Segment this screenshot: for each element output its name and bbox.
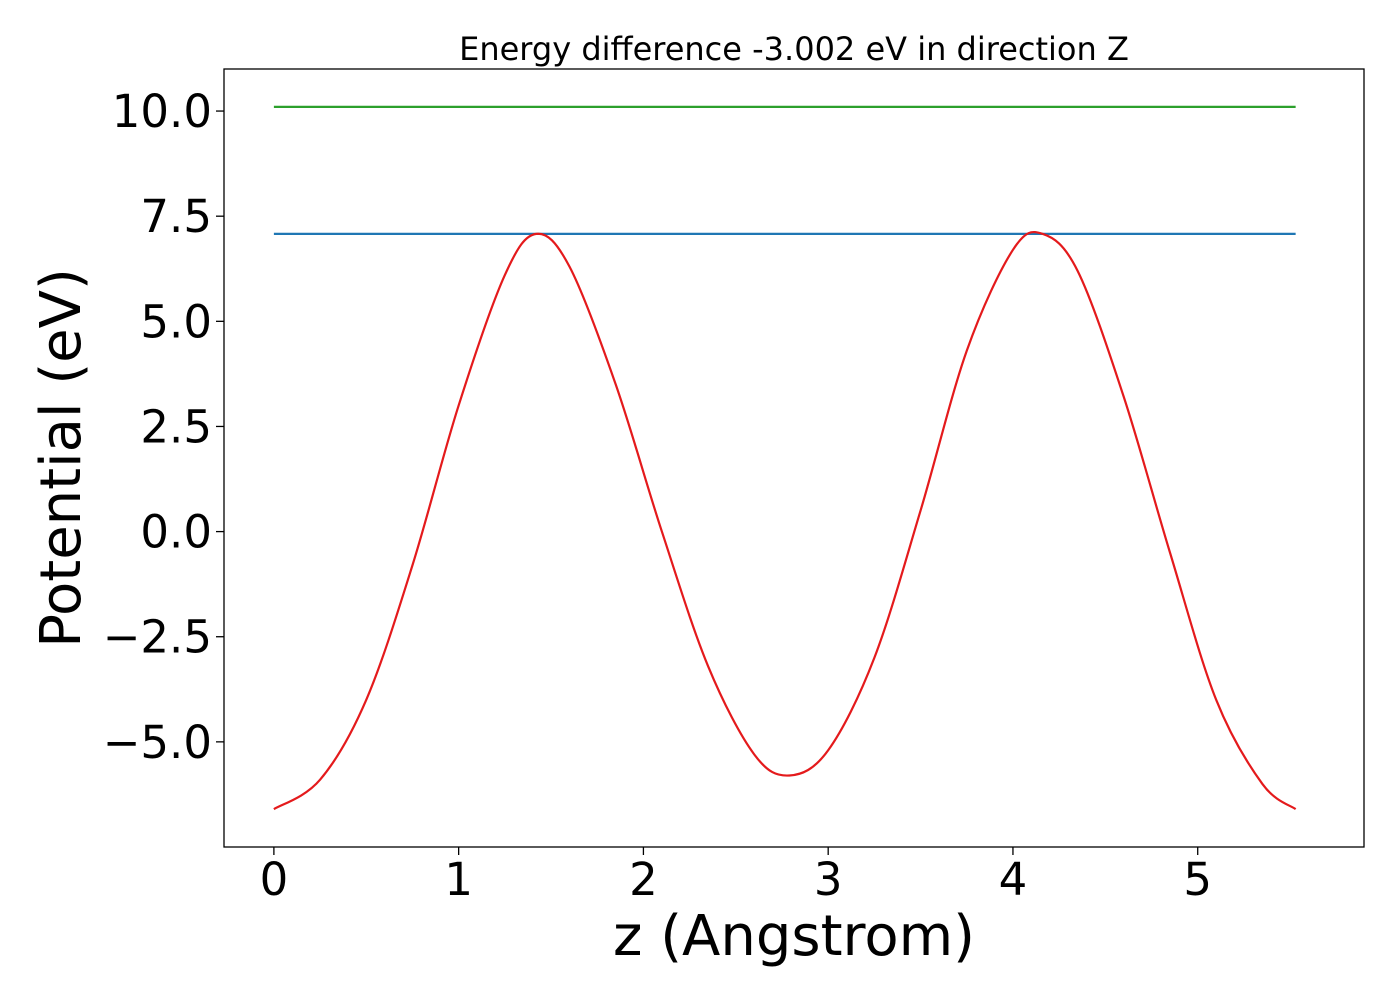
x-tick-label: 4 (999, 853, 1028, 906)
y-tick-label: 10.0 (112, 85, 212, 138)
x-axis-ticks: 0 1 2 3 4 5 (260, 847, 1212, 906)
y-tick-label: 5.0 (140, 295, 212, 348)
x-tick-label: 3 (814, 853, 843, 906)
x-tick-label: 0 (260, 853, 289, 906)
x-tick-label: 5 (1183, 853, 1212, 906)
y-tick-label: −2.5 (103, 611, 212, 664)
y-tick-label: 7.5 (140, 190, 212, 243)
series-line-2 (273, 231, 1297, 811)
x-axis-label: z (Angstrom) (613, 904, 975, 969)
x-tick-label: 1 (444, 853, 473, 906)
series-layer (273, 105, 1297, 811)
chart-title: Energy difference -3.002 eV in direction… (459, 30, 1129, 68)
y-axis-ticks: −5.0 −2.5 0.0 2.5 5.0 7.5 10.0 (103, 85, 224, 769)
y-tick-label: −5.0 (103, 716, 212, 769)
y-tick-label: 2.5 (140, 400, 212, 453)
y-tick-label: 0.0 (140, 506, 212, 559)
y-axis-label: Potential (eV) (29, 268, 94, 648)
x-tick-label: 2 (629, 853, 658, 906)
plot-frame (223, 68, 1365, 848)
